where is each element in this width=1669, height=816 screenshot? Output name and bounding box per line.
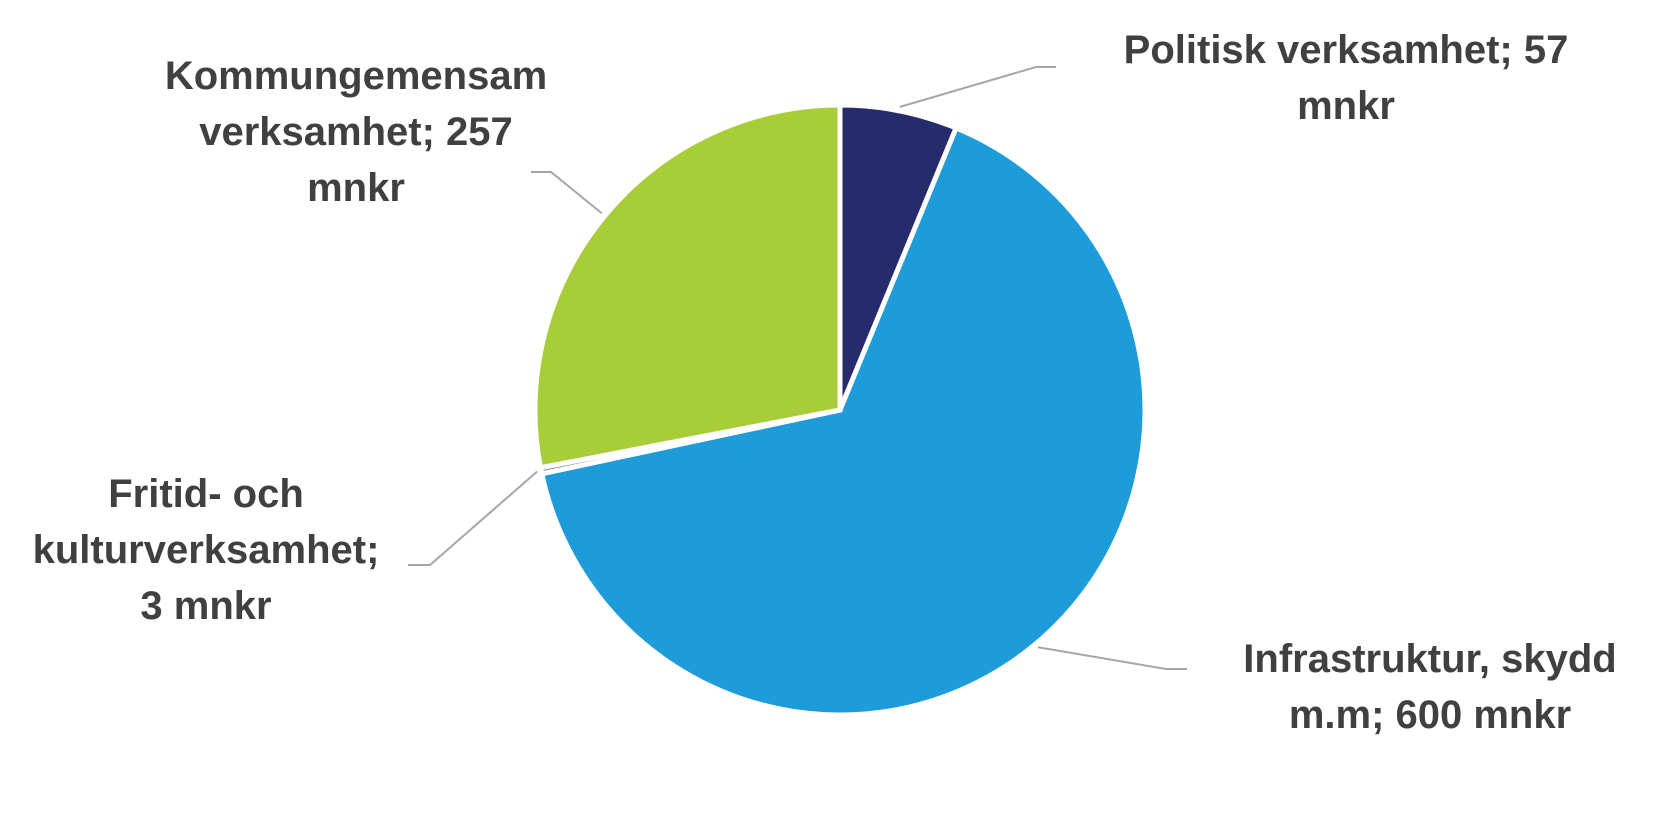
leader-line (408, 470, 538, 566)
slice-label: Infrastruktur, skydd m.m; 600 mnkr (1243, 637, 1617, 737)
slice-label: Politisk verksamhet; 57 mnkr (1123, 28, 1569, 128)
pie-slice (538, 124, 1148, 718)
slice-label: Fritid- och kulturverksamhet; 3 mnkr (32, 472, 380, 628)
leader-line (531, 171, 603, 215)
leader-line (899, 66, 1056, 108)
slice-label: Kommungemensam verksamhet; 257 mnkr (164, 54, 548, 210)
leader-line (1037, 646, 1187, 670)
pie-slice (532, 102, 843, 471)
